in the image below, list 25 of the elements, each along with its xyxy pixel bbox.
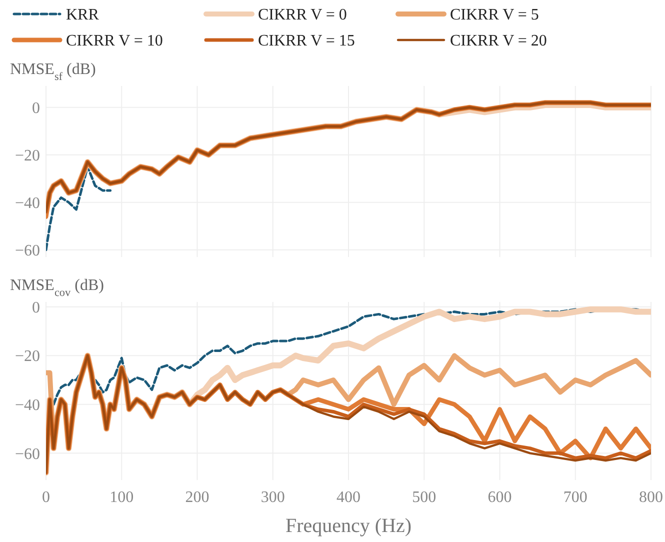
legend-label: CIKRR V = 0 (258, 6, 347, 24)
x-tick-label: 500 (412, 489, 436, 506)
x-tick-label: 200 (185, 489, 210, 506)
y-tick-label: 0 (32, 299, 40, 316)
x-tick-label: 800 (639, 489, 663, 506)
y-tick-label: −40 (14, 397, 40, 414)
x-tick-label: 300 (260, 489, 285, 506)
x-axis-title: Frequency (Hz) (285, 515, 412, 537)
legend-label: CIKRR V = 15 (258, 32, 355, 50)
y-tick-label: −40 (14, 194, 40, 212)
y-tick-label: −60 (14, 242, 40, 260)
y-tick-label: −20 (14, 147, 40, 164)
legend-label: CIKRR V = 10 (66, 32, 163, 50)
y-axis-title: NMSE$_{sf}$ (dB) (10, 61, 96, 83)
y-tick-label: −20 (14, 348, 40, 366)
y-tick-label: 0 (32, 100, 40, 117)
y-axis-title: NMSE$_{cov}$ (dB) (10, 277, 104, 299)
x-tick-label: 600 (488, 489, 512, 506)
legend-label: CIKRR V = 5 (450, 6, 539, 24)
y-tick-label: −60 (14, 446, 40, 463)
x-tick-label: 700 (563, 489, 588, 506)
x-tick-label: 400 (336, 489, 360, 506)
legend-label: KRR (66, 6, 100, 24)
legend-label: CIKRR V = 20 (450, 32, 547, 50)
x-tick-label: 100 (110, 489, 134, 506)
